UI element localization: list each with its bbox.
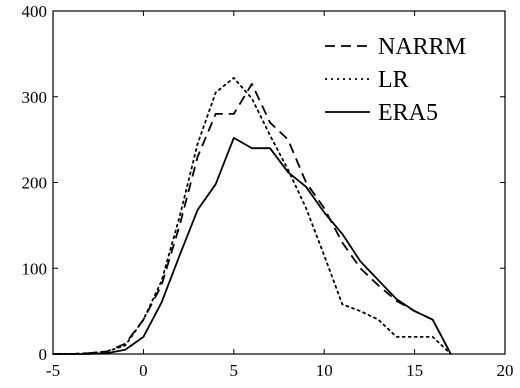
axis-ticks [53, 11, 505, 354]
y-tick-label: 400 [22, 2, 48, 21]
y-tick-label: 100 [22, 259, 48, 278]
legend: NARRM LR ERA5 [325, 34, 466, 126]
x-tick-label: -5 [46, 361, 60, 380]
x-tick-label: 10 [316, 361, 333, 380]
x-tick-label: 0 [139, 361, 148, 380]
y-tick-labels: 0 100 200 300 400 [22, 2, 48, 364]
legend-label-era5: ERA5 [378, 100, 438, 126]
legend-label-narrm: NARRM [378, 34, 466, 60]
x-tick-label: 5 [230, 361, 239, 380]
series-line-era5 [53, 138, 451, 354]
plot-frame [53, 11, 505, 354]
x-tick-label: 15 [406, 361, 423, 380]
y-tick-label: 300 [22, 88, 48, 107]
y-tick-label: 0 [39, 345, 48, 364]
x-tick-label: 20 [497, 361, 514, 380]
y-tick-label: 200 [22, 174, 48, 193]
legend-label-lr: LR [378, 67, 409, 93]
x-tick-labels: -5 0 5 10 15 20 [46, 361, 514, 380]
